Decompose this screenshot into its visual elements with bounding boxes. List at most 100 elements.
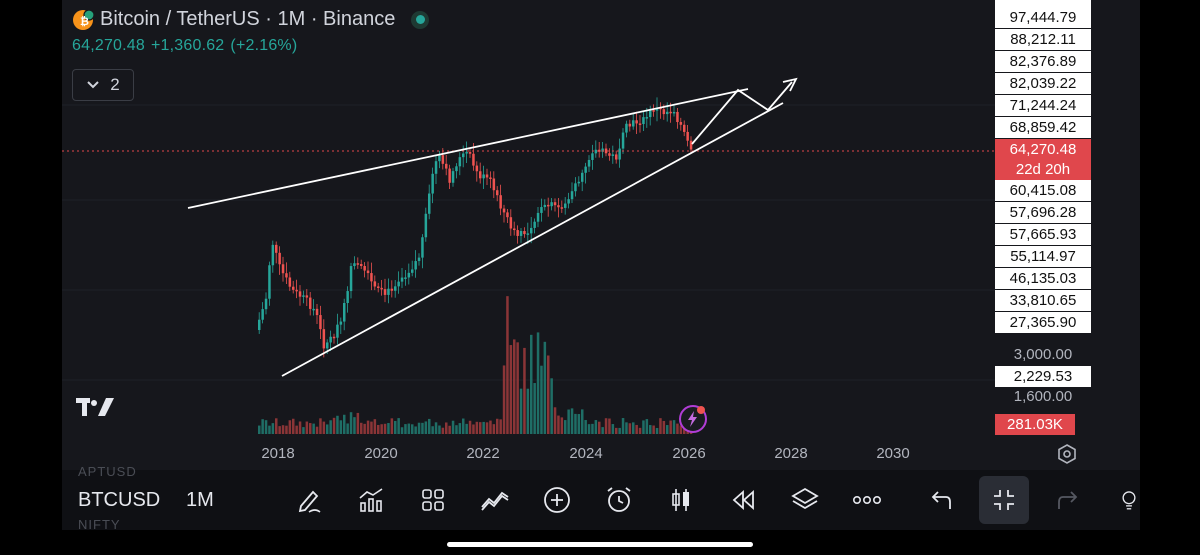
candle — [258, 319, 261, 330]
volume-bar — [421, 422, 424, 434]
volume-bar — [428, 418, 431, 434]
volume-bar — [434, 422, 438, 434]
chart-type-button[interactable] — [664, 483, 698, 517]
indicators-button[interactable] — [354, 483, 388, 517]
time-axis[interactable]: 2018 2020 2022 2024 2026 2028 2030 — [62, 440, 1140, 470]
trend-lines-button[interactable] — [478, 483, 512, 517]
add-button[interactable] — [540, 483, 574, 517]
candle — [489, 177, 492, 180]
candle — [485, 174, 489, 178]
price-label-top-clipped — [995, 0, 1091, 7]
ideas-button[interactable] — [1118, 483, 1140, 517]
volume-bar — [407, 423, 411, 434]
volume-bar — [394, 420, 397, 434]
indicators-collapse-button[interactable]: 2 — [72, 69, 134, 101]
volume-bar — [343, 414, 346, 434]
undo-button[interactable] — [923, 483, 957, 517]
candle — [642, 117, 645, 125]
volume-bar — [451, 420, 455, 434]
candle — [417, 257, 421, 262]
candle — [598, 149, 601, 152]
candle — [400, 277, 404, 282]
candle — [502, 208, 506, 213]
volume-bar — [628, 423, 632, 434]
volume-bar — [424, 421, 428, 434]
candle — [366, 270, 370, 274]
volume-bar — [366, 420, 370, 434]
volume-bar — [502, 365, 506, 434]
volume-bar — [332, 417, 336, 434]
chart-area[interactable] — [62, 0, 1140, 470]
volume-bar — [577, 414, 581, 434]
axis-settings-button[interactable] — [1057, 444, 1077, 469]
volume-bar — [411, 424, 414, 434]
volume-bar — [611, 424, 615, 434]
svg-text:₿: ₿ — [80, 15, 89, 28]
candle — [288, 277, 292, 287]
volume-bar — [598, 421, 601, 434]
price-label: 82,039.22 — [995, 73, 1091, 94]
redo-button[interactable] — [1052, 483, 1086, 517]
volume-bar — [479, 422, 482, 434]
volume-bar — [397, 418, 400, 434]
volume-bar — [513, 339, 516, 434]
volume-bar — [268, 425, 271, 434]
candle — [370, 273, 373, 282]
volume-bar — [295, 425, 298, 434]
home-indicator[interactable] — [447, 542, 753, 547]
candle — [601, 148, 604, 152]
candle — [309, 297, 312, 309]
candle — [526, 233, 530, 235]
bulb-icon — [1122, 491, 1136, 510]
replay-button[interactable] — [726, 483, 760, 517]
candle — [281, 264, 285, 274]
candle — [475, 165, 479, 172]
price-scale[interactable]: 97,444.79 88,212.11 82,376.89 82,039.22 … — [993, 0, 1100, 440]
volume-bar — [564, 420, 567, 434]
alert-button[interactable] — [602, 483, 636, 517]
candle — [332, 336, 336, 339]
candle — [285, 273, 288, 278]
indicators-icon — [359, 488, 383, 512]
flash-alert-button[interactable] — [678, 404, 708, 434]
candle — [448, 168, 451, 183]
candle — [638, 123, 642, 125]
fullscreen-collapse-button[interactable] — [979, 476, 1029, 524]
volume-bar — [587, 424, 591, 434]
candle — [451, 171, 455, 183]
candle — [302, 295, 305, 297]
volume-bar — [315, 426, 319, 434]
symbol-selector[interactable]: BTCUSD — [78, 489, 161, 511]
candle — [329, 336, 332, 343]
volume-bar — [574, 413, 577, 434]
layout-grid-button[interactable] — [416, 483, 450, 517]
candle — [428, 193, 431, 214]
candle — [414, 261, 417, 270]
volume-bar — [523, 347, 526, 434]
candle — [349, 266, 353, 292]
candle — [264, 298, 268, 310]
candle — [373, 281, 377, 287]
drawing-pen-icon — [298, 490, 321, 513]
interval-selector[interactable]: 1M — [186, 489, 214, 511]
last-price: 64,270.48 — [72, 37, 145, 54]
more-button[interactable] — [850, 483, 884, 517]
candle — [343, 302, 346, 322]
price-label: 88,212.11 — [995, 29, 1091, 50]
candle — [465, 152, 468, 154]
symbol-title[interactable]: Bitcoin / TetherUS · 1M · Binance — [100, 8, 396, 30]
price-chart[interactable] — [62, 0, 1140, 470]
market-open-indicator-icon — [411, 10, 430, 29]
volume-bar — [666, 425, 669, 434]
volume-bar — [676, 423, 679, 434]
volume-bar — [492, 424, 496, 434]
candle — [363, 266, 366, 271]
candle — [261, 309, 264, 320]
volume-bar — [519, 388, 523, 434]
layers-button[interactable] — [788, 483, 822, 517]
candle — [662, 109, 666, 115]
year-label: 2018 — [261, 445, 295, 462]
drawing-pen-button[interactable] — [292, 483, 326, 517]
volume-bar — [496, 418, 499, 434]
volume-bar — [621, 418, 625, 434]
